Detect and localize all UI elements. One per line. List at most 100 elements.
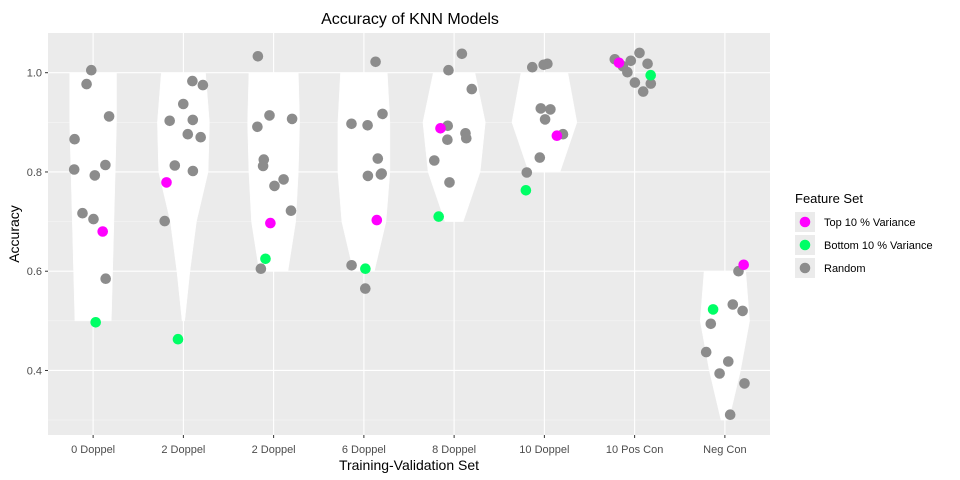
- data-point: [522, 167, 533, 178]
- data-point: [198, 80, 209, 91]
- data-point: [188, 115, 199, 126]
- data-point: [714, 368, 725, 379]
- data-point: [630, 77, 641, 88]
- data-point: [708, 304, 719, 315]
- data-point: [642, 59, 653, 70]
- x-tick-label: 2 Doppel: [252, 444, 296, 456]
- data-point: [645, 70, 656, 81]
- data-point: [286, 205, 297, 216]
- legend-key-marker: [800, 240, 811, 251]
- data-point: [373, 153, 384, 164]
- data-point: [461, 133, 472, 144]
- data-point: [535, 152, 546, 163]
- legend-title: Feature Set: [795, 191, 863, 206]
- y-tick-label: 0.6: [27, 266, 42, 278]
- data-point: [252, 122, 263, 133]
- data-point: [90, 317, 101, 328]
- data-point: [363, 171, 374, 182]
- data-point: [258, 161, 269, 172]
- data-point: [360, 263, 371, 274]
- data-point: [100, 273, 111, 284]
- data-point: [170, 160, 181, 171]
- chart-title: Accuracy of KNN Models: [321, 11, 499, 28]
- data-point: [77, 208, 88, 219]
- data-point: [178, 99, 189, 110]
- data-point: [435, 123, 446, 134]
- data-point: [725, 409, 736, 420]
- data-point: [540, 114, 551, 125]
- legend-key-marker: [800, 263, 811, 274]
- data-point: [701, 347, 712, 358]
- data-point: [376, 169, 387, 180]
- data-point: [538, 60, 549, 71]
- data-point: [256, 263, 267, 274]
- y-tick-label: 1.0: [27, 68, 42, 80]
- data-point: [260, 253, 271, 264]
- data-point: [622, 67, 633, 78]
- x-tick-label: Neg Con: [703, 444, 746, 456]
- data-point: [467, 84, 478, 95]
- data-point: [265, 218, 276, 229]
- data-point: [737, 306, 748, 317]
- data-point: [346, 260, 357, 271]
- violin-shape: [248, 73, 300, 272]
- legend-items: Top 10 % VarianceBottom 10 % VarianceRan…: [795, 212, 933, 278]
- data-point: [88, 214, 99, 225]
- data-point: [69, 134, 80, 145]
- data-point: [738, 260, 749, 271]
- y-axis-title: Accuracy: [6, 205, 22, 263]
- data-point: [90, 170, 101, 181]
- legend-label: Random: [824, 263, 866, 275]
- legend: Feature Set Top 10 % Variance Bottom 10 %…: [795, 191, 933, 278]
- data-point: [187, 76, 198, 87]
- y-tick-label: 0.8: [27, 167, 42, 179]
- data-point: [161, 177, 172, 188]
- legend-key-marker: [800, 217, 811, 228]
- x-tick-label: 0 Doppel: [71, 444, 115, 456]
- data-point: [372, 215, 383, 226]
- data-point: [100, 160, 111, 171]
- data-point: [457, 49, 468, 60]
- x-tick-label: 8 Doppel: [432, 444, 476, 456]
- y-tick-label: 0.4: [27, 365, 42, 377]
- data-point: [429, 155, 440, 166]
- x-tick-label: 6 Doppel: [342, 444, 386, 456]
- data-point: [444, 177, 455, 188]
- data-point: [287, 114, 298, 125]
- y-axis-ticks: 0.4 0.6 0.8 1.0: [27, 68, 48, 378]
- data-point: [728, 299, 739, 310]
- data-point: [86, 65, 97, 76]
- plot-panel: [48, 33, 770, 435]
- data-point: [545, 104, 556, 115]
- legend-label: Top 10 % Variance: [824, 217, 916, 229]
- data-point: [443, 65, 454, 76]
- data-point: [159, 216, 170, 227]
- data-point: [264, 110, 275, 121]
- data-point: [521, 185, 532, 196]
- data-point: [188, 166, 199, 177]
- data-point: [377, 109, 388, 120]
- x-tick-label: 2 Doppel: [161, 444, 205, 456]
- data-point: [706, 319, 717, 330]
- data-point: [253, 51, 264, 62]
- x-tick-label: 10 Pos Con: [606, 444, 663, 456]
- data-point: [552, 130, 563, 141]
- x-axis-title: Training-Validation Set: [339, 457, 479, 473]
- data-point: [269, 181, 280, 192]
- data-point: [97, 226, 108, 237]
- data-point: [739, 378, 750, 389]
- data-point: [536, 103, 547, 114]
- data-point: [346, 119, 357, 130]
- data-point: [442, 134, 453, 145]
- data-point: [81, 79, 92, 90]
- data-point: [69, 164, 80, 175]
- data-point: [362, 120, 373, 131]
- data-point: [278, 174, 289, 185]
- x-tick-label: 10 Doppel: [519, 444, 569, 456]
- data-point: [527, 62, 538, 73]
- data-point: [614, 58, 625, 69]
- violin-shape: [70, 73, 117, 321]
- data-point: [164, 116, 175, 127]
